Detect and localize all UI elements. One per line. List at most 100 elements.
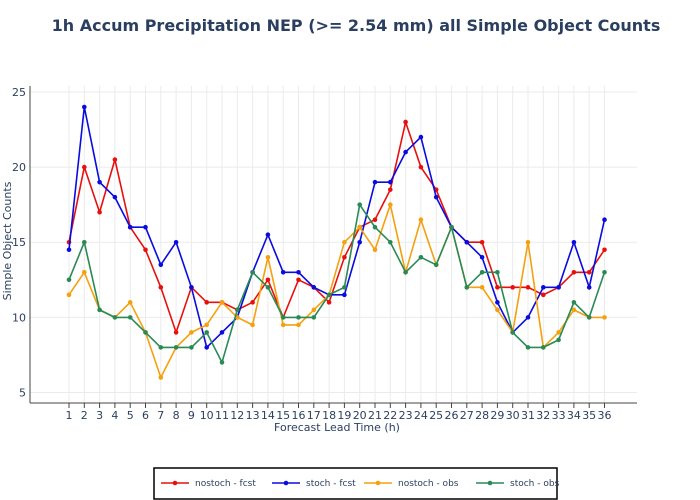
data-point xyxy=(372,224,378,230)
data-point xyxy=(586,285,592,290)
x-tick-label: 12 xyxy=(230,409,244,422)
data-point xyxy=(280,315,286,320)
series-stoch-fcst xyxy=(66,104,607,350)
y-tick-label: 5 xyxy=(19,386,26,399)
data-point xyxy=(204,345,209,350)
data-point xyxy=(388,179,393,185)
data-point xyxy=(571,269,577,275)
x-tick-label: 8 xyxy=(173,409,180,422)
data-point xyxy=(173,345,179,350)
x-tick-label: 26 xyxy=(445,409,459,422)
x-tick-label: 14 xyxy=(261,409,275,422)
data-point xyxy=(82,239,87,245)
data-point xyxy=(250,300,255,305)
data-point xyxy=(556,337,561,343)
data-point xyxy=(372,179,378,185)
y-tick-label: 20 xyxy=(12,161,26,174)
data-point xyxy=(495,285,500,290)
data-point xyxy=(510,285,515,290)
data-point xyxy=(418,254,424,260)
data-point xyxy=(296,322,301,328)
legend-marker xyxy=(375,480,381,486)
x-tick-label: 23 xyxy=(399,409,413,422)
data-point xyxy=(82,269,87,275)
legend-label: stoch - fcst xyxy=(306,479,356,489)
data-point xyxy=(602,315,607,320)
data-point xyxy=(265,254,271,260)
data-point xyxy=(204,322,209,328)
data-point xyxy=(495,269,500,275)
data-point xyxy=(280,322,286,328)
data-point xyxy=(602,217,607,223)
x-tick-label: 1 xyxy=(66,409,73,422)
data-point xyxy=(189,285,194,290)
data-point xyxy=(158,262,164,268)
data-point xyxy=(525,345,531,350)
x-tick-label: 11 xyxy=(215,409,229,422)
data-point xyxy=(173,239,179,245)
data-point xyxy=(204,300,209,305)
chart-title: 1h Accum Precipitation NEP (>= 2.54 mm) … xyxy=(52,16,661,35)
data-point xyxy=(326,300,332,305)
data-point xyxy=(357,202,363,207)
data-point xyxy=(403,269,408,275)
data-point xyxy=(112,315,118,320)
data-point xyxy=(219,360,225,365)
data-point xyxy=(189,330,194,335)
data-point xyxy=(97,307,102,313)
data-point xyxy=(250,322,255,328)
data-point xyxy=(82,104,87,110)
data-point xyxy=(235,307,240,313)
data-point xyxy=(479,254,485,260)
x-tick-label: 3 xyxy=(96,409,103,422)
x-tick-label: 33 xyxy=(552,409,566,422)
data-point xyxy=(112,157,118,162)
data-point xyxy=(342,254,347,260)
x-tick-label: 31 xyxy=(521,409,535,422)
data-point xyxy=(556,285,561,290)
data-point xyxy=(418,134,424,140)
legend-label: nostoch - fcst xyxy=(195,479,256,489)
data-point xyxy=(342,285,347,290)
data-point xyxy=(127,300,133,305)
x-tick-label: 7 xyxy=(157,409,164,422)
data-point xyxy=(602,247,607,253)
y-axis-label: Simple Object Counts xyxy=(1,181,14,300)
data-point xyxy=(586,315,592,320)
data-point xyxy=(66,292,72,298)
data-point xyxy=(357,239,363,245)
x-tick-label: 6 xyxy=(142,409,149,422)
x-tick-label: 18 xyxy=(322,409,336,422)
x-tick-label: 30 xyxy=(506,409,520,422)
y-tick-label: 25 xyxy=(12,86,26,99)
data-point xyxy=(112,194,118,200)
grid xyxy=(30,86,637,403)
series-nostoch-obs xyxy=(66,201,607,380)
x-tick-label: 4 xyxy=(111,409,118,422)
data-point xyxy=(296,269,301,275)
data-point xyxy=(388,239,393,245)
data-point xyxy=(418,164,424,170)
legend-marker xyxy=(172,480,178,486)
data-point xyxy=(449,224,454,230)
data-point xyxy=(403,119,408,125)
x-tick-label: 21 xyxy=(368,409,382,422)
data-point xyxy=(82,164,87,170)
x-tick-label: 32 xyxy=(536,409,550,422)
data-point xyxy=(357,224,363,230)
series-line xyxy=(68,201,605,380)
data-point xyxy=(280,269,286,275)
data-point xyxy=(326,292,332,298)
data-point xyxy=(66,277,72,283)
data-point xyxy=(127,224,133,230)
data-point xyxy=(204,330,209,335)
series-line xyxy=(68,106,606,349)
data-point xyxy=(296,315,301,320)
plot-area xyxy=(66,104,607,380)
data-point xyxy=(479,285,485,290)
data-point xyxy=(433,262,439,268)
x-tick-label: 17 xyxy=(307,409,321,422)
x-tick-label: 34 xyxy=(567,409,581,422)
legend-marker xyxy=(283,480,289,486)
